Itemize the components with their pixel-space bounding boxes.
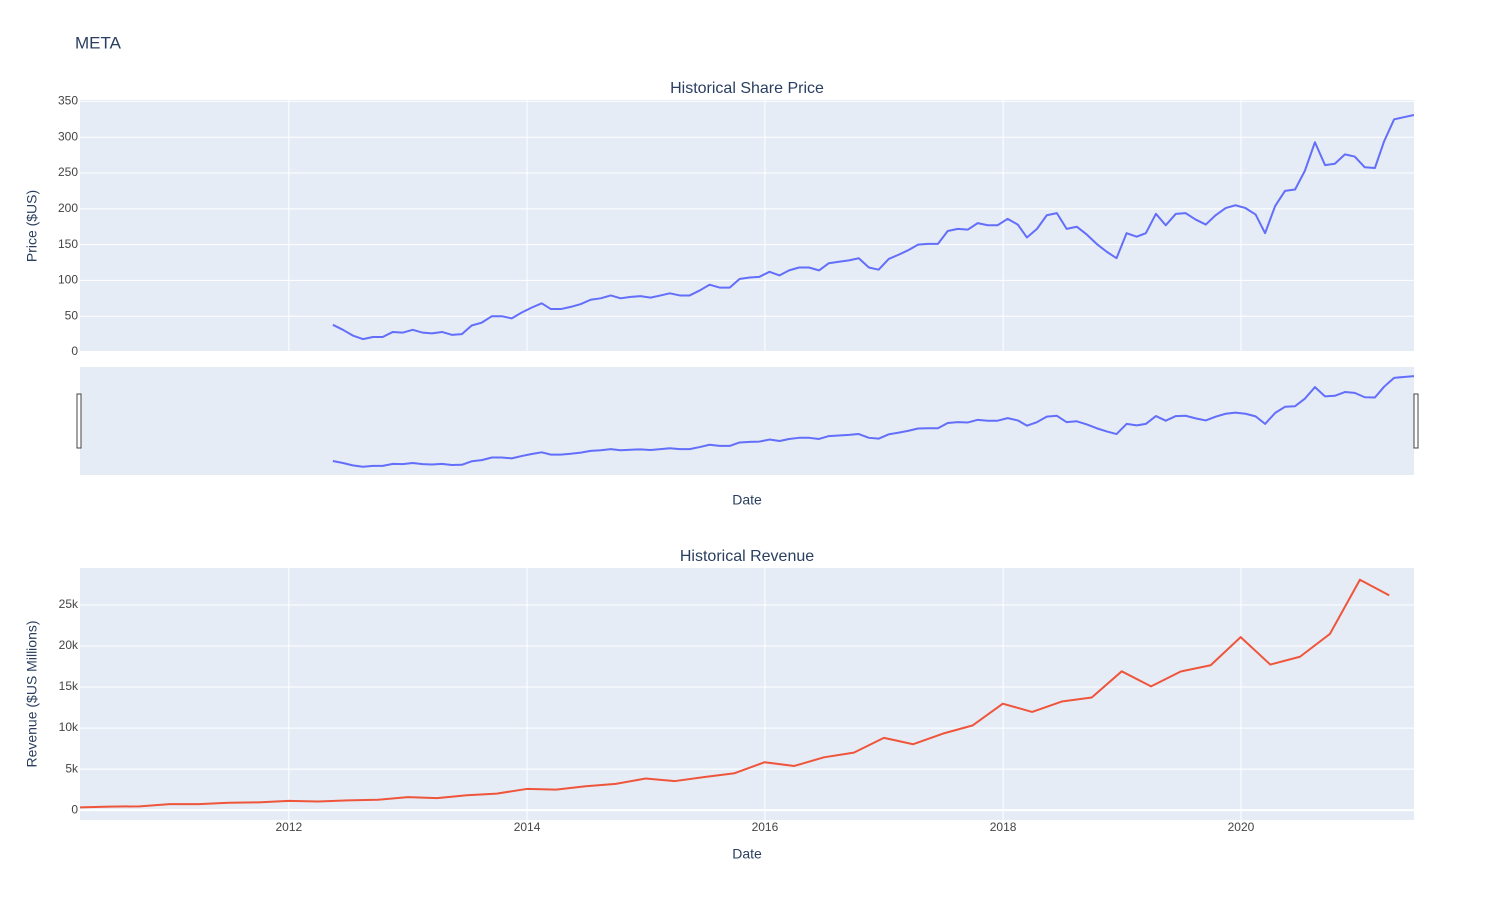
- x-axis-title: Date: [732, 492, 762, 508]
- figure-title: META: [75, 33, 122, 52]
- y-tick-label: 15k: [59, 679, 79, 693]
- plot-area: [80, 568, 1414, 820]
- slider-handle-right: [1413, 393, 1419, 449]
- x-axis-title: Date: [732, 846, 762, 862]
- slider-group: [332, 375, 1414, 468]
- y-tick-label: 0: [71, 344, 78, 358]
- x-tick-label: 2018: [990, 820, 1017, 834]
- y-tick-label: 5k: [65, 761, 79, 775]
- y-tick-label: 150: [58, 237, 78, 251]
- y-tick-label: 250: [58, 165, 78, 179]
- slider-line: [332, 375, 1414, 468]
- y-tick-label: 350: [58, 94, 78, 108]
- subplot-title: Historical Revenue: [680, 548, 814, 565]
- x-tick-label: 2020: [1228, 820, 1255, 834]
- y-tick-label: 20k: [59, 638, 79, 652]
- x-tick-label: 2012: [276, 820, 303, 834]
- y-axis-title: Revenue ($US Millions): [24, 620, 40, 767]
- y-tick-label: 25k: [59, 597, 79, 611]
- y-tick-label: 0: [71, 802, 78, 816]
- x-tick-label: 2016: [752, 820, 779, 834]
- y-tick-label: 300: [58, 129, 78, 143]
- price-line: [332, 114, 1414, 341]
- price-line: [80, 578, 1390, 809]
- y-tick-label: 200: [58, 201, 78, 215]
- y-axis-title: Price ($US): [24, 190, 40, 262]
- y-tick-label: 50: [65, 308, 79, 322]
- x-tick-label: 2014: [514, 820, 541, 834]
- subplot-title: Historical Share Price: [670, 80, 824, 97]
- series-group: [332, 114, 1414, 341]
- y-tick-label: 100: [58, 273, 78, 287]
- y-tick-label: 10k: [59, 720, 79, 734]
- plot-area: [80, 100, 1414, 352]
- range-slider: [80, 367, 1414, 475]
- slider-handle-left: [76, 393, 82, 449]
- series-group: [80, 578, 1390, 809]
